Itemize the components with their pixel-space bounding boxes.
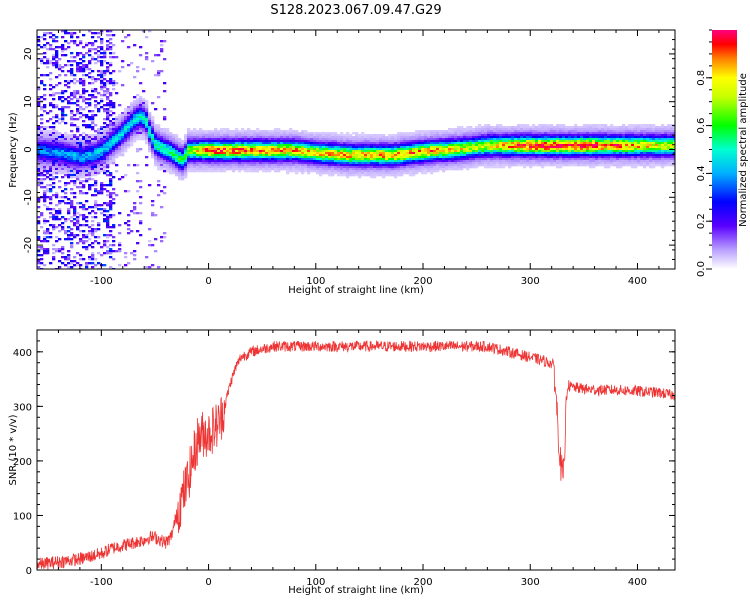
snr-series-line: [37, 339, 675, 570]
snr-xlabel: Height of straight line (km): [288, 585, 424, 596]
figure-title: S128.2023.067.09.47.G29: [270, 3, 441, 18]
spectrogram-xlabel: Height of straight line (km): [288, 285, 424, 296]
snr-frame: [36, 329, 676, 571]
colorbar-label: Normalized spectral amplitude: [738, 73, 749, 227]
spectrogram-xtick-label: 100: [306, 276, 325, 287]
spectrogram-xtick-label: 0: [205, 276, 211, 287]
snr-xtick-label: 100: [306, 577, 325, 588]
snr-ytick-label: 200: [13, 457, 32, 468]
snr-xtick-label: 0: [205, 577, 211, 588]
colorbar-tick-label: 0.4: [696, 165, 707, 181]
snr-xtick-label: 400: [628, 577, 647, 588]
snr-ytick-label: 100: [13, 511, 32, 522]
snr-ytick-label: 300: [13, 402, 32, 413]
snr-axes: -100 0 100 200 300 400 0 100 200 300 400: [13, 329, 675, 588]
spectrogram-ytick-label: 0: [23, 146, 34, 152]
snr-xtick-label: 300: [521, 577, 540, 588]
colorbar-tick-label: 0.6: [696, 118, 707, 134]
colorbar-tick-label: 0.8: [696, 70, 707, 86]
spectrogram-ylabel: Frequency (Hz): [8, 112, 19, 188]
spectrogram-ytick-label: -10: [23, 189, 34, 205]
spectrogram-xtick-label: 200: [413, 276, 432, 287]
colorbar: 0.0 0.2 0.4 0.6 0.8 Normalized spectral ampl…: [696, 29, 749, 277]
spectrogram-ytick-label: 10: [23, 95, 34, 108]
snr-panel: -100 0 100 200 300 400 0 100 200 300 400 Height of…: [8, 329, 676, 596]
spectrogram-xtick-label: -100: [90, 276, 113, 287]
spectrogram-xtick-label: 400: [628, 276, 647, 287]
colorbar-gradient: [712, 30, 737, 269]
snr-xtick-label: 200: [413, 577, 432, 588]
snr-xtick-label: -100: [90, 577, 113, 588]
spectrogram-ytick-label: -20: [23, 237, 34, 253]
spectrogram-image: [37, 30, 675, 269]
colorbar-tick-label: 0.2: [696, 213, 707, 229]
colorbar-tick-label: 0.0: [696, 261, 707, 277]
spectrogram-ytick-label: 20: [23, 48, 34, 61]
colorbar-ticks: 0.0 0.2 0.4 0.6 0.8: [696, 29, 712, 277]
snr-ytick-label: 0: [26, 566, 32, 577]
spectrogram-xtick-label: 300: [521, 276, 540, 287]
snr-ylabel: SNR (10 * v/v): [8, 414, 19, 485]
snr-ytick-label: 400: [13, 348, 32, 359]
